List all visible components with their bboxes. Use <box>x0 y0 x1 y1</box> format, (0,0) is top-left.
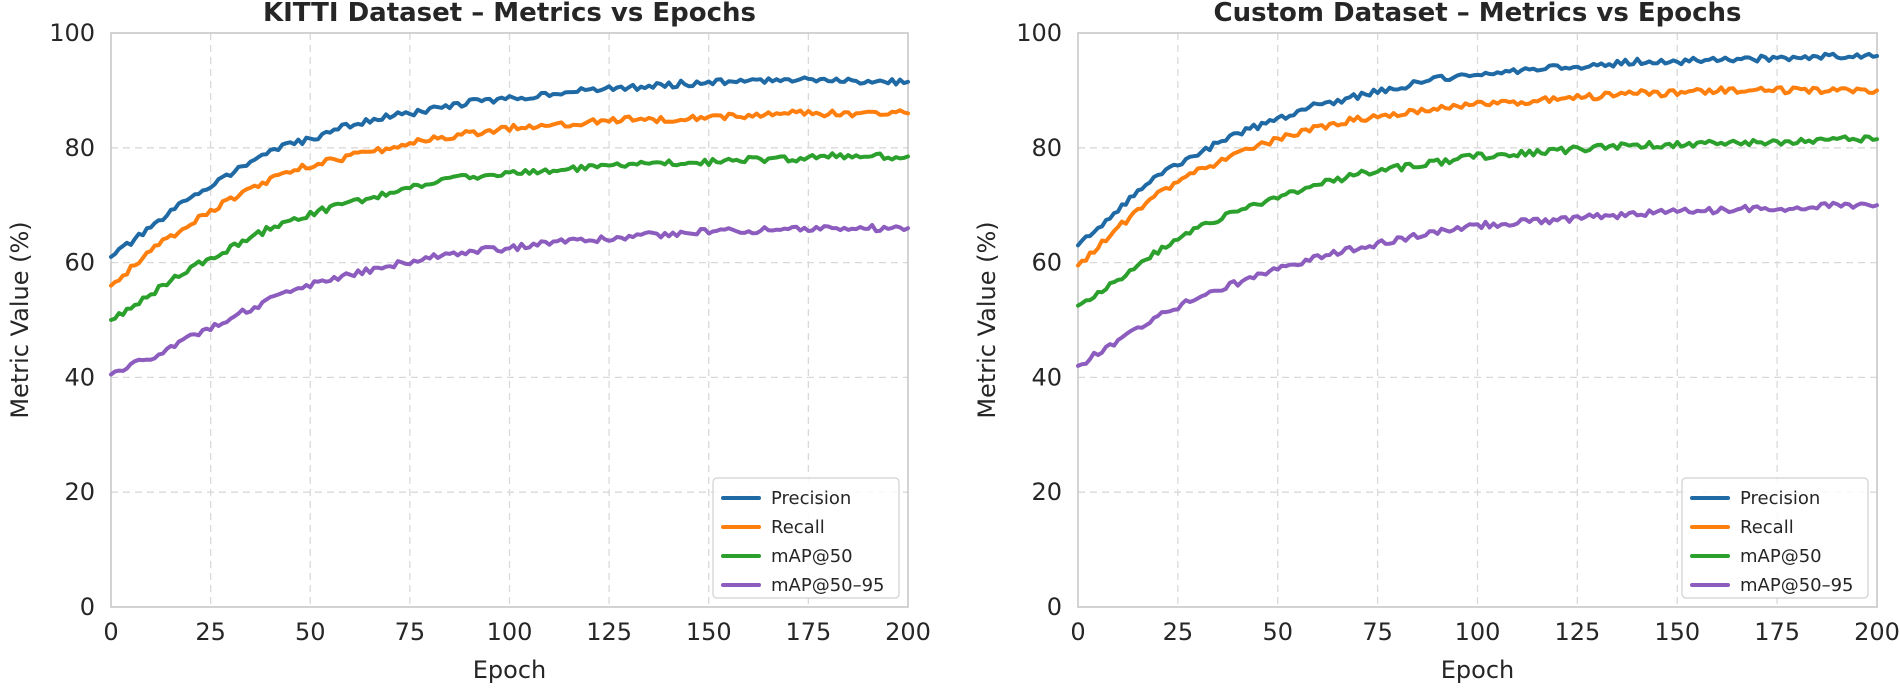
kitti-legend-label: mAP@50 <box>771 546 853 567</box>
kitti-ytick-label: 80 <box>64 134 95 162</box>
kitti-ytick-label: 20 <box>64 478 95 506</box>
custom-ytick-label: 60 <box>1031 249 1062 277</box>
custom-legend-box <box>1681 477 1869 599</box>
kitti-x-axis-label: Epoch <box>473 656 547 684</box>
kitti-y-axis-label: Metric Value (%) <box>6 221 34 418</box>
kitti-series-line-map-50-95 <box>109 223 910 377</box>
custom-plot-frame <box>1077 32 1878 608</box>
custom-y-axis-label: Metric Value (%) <box>973 221 1001 418</box>
kitti-ytick-label: 100 <box>49 19 95 47</box>
custom-xtick-label: 50 <box>1262 618 1293 646</box>
custom-legend-label: mAP@50–95 <box>1740 575 1854 596</box>
custom-series-line-recall <box>1076 85 1879 268</box>
custom-xtick-label: 0 <box>1070 618 1085 646</box>
custom-legend: Precision Recall mAP@50 mAP@50–95 <box>1681 477 1869 599</box>
kitti-xtick-label: 0 <box>103 618 118 646</box>
custom-xtick-label: 150 <box>1654 618 1700 646</box>
kitti-series-line-recall <box>109 108 910 288</box>
custom-ytick-label: 0 <box>1047 593 1062 621</box>
kitti-xtick-label: 200 <box>885 618 931 646</box>
kitti-xtick-label: 75 <box>395 618 426 646</box>
custom-xtick-label: 200 <box>1854 618 1900 646</box>
kitti-xtick-label: 25 <box>195 618 226 646</box>
custom-ytick-label: 100 <box>1016 19 1062 47</box>
kitti-chart-title: KITTI Dataset – Metrics vs Epochs <box>263 0 756 28</box>
custom-xtick-label: 75 <box>1362 618 1393 646</box>
custom-xtick-label: 100 <box>1455 618 1501 646</box>
custom-chart: 0 25 50 75 100 125 150 175 200 0 20 40 60 80 100 Custom… <box>973 0 1900 684</box>
custom-ytick-label: 80 <box>1031 134 1062 162</box>
kitti-xtick-label: 150 <box>686 618 732 646</box>
custom-series-line-precision <box>1076 51 1879 248</box>
custom-xtick-label: 25 <box>1163 618 1194 646</box>
custom-x-axis-label: Epoch <box>1441 656 1515 684</box>
kitti-legend-label: Precision <box>771 488 851 509</box>
kitti-xtick-label: 50 <box>295 618 326 646</box>
custom-series-line-map-50 <box>1076 134 1879 308</box>
kitti-legend-label: mAP@50–95 <box>771 575 885 596</box>
kitti-xtick-label: 175 <box>785 618 831 646</box>
custom-series-line-map-50-95 <box>1076 200 1879 368</box>
custom-ytick-label: 40 <box>1031 363 1062 391</box>
kitti-chart: 0 25 50 75 100 125 150 175 200 0 20 40 60 80 100 KITTI … <box>6 0 931 684</box>
custom-xtick-label: 125 <box>1554 618 1600 646</box>
kitti-ytick-label: 40 <box>64 363 95 391</box>
custom-legend-label: Recall <box>1740 517 1794 538</box>
kitti-xtick-label: 100 <box>487 618 533 646</box>
kitti-ytick-label: 60 <box>64 249 95 277</box>
kitti-legend-label: Recall <box>771 517 825 538</box>
kitti-xtick-label: 125 <box>586 618 632 646</box>
custom-ytick-label: 20 <box>1031 478 1062 506</box>
kitti-series-line-map-50 <box>109 151 910 322</box>
custom-legend-label: mAP@50 <box>1740 546 1822 567</box>
kitti-legend-box <box>712 477 900 599</box>
kitti-series-line-precision <box>109 75 910 259</box>
custom-xtick-label: 175 <box>1754 618 1800 646</box>
custom-chart-title: Custom Dataset – Metrics vs Epochs <box>1214 0 1742 28</box>
kitti-ytick-label: 0 <box>80 593 95 621</box>
kitti-legend: Precision Recall mAP@50 mAP@50–95 <box>712 477 900 599</box>
custom-legend-label: Precision <box>1740 488 1820 509</box>
